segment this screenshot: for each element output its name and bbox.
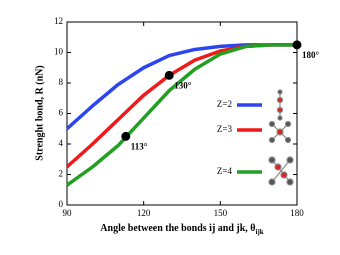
legend-label: Z=4	[217, 166, 233, 176]
legend-label: Z=2	[217, 99, 232, 109]
y-tick-label: 2	[59, 169, 64, 179]
y-tick-label: 10	[54, 47, 64, 57]
x-tick-label: 180	[290, 208, 304, 218]
y-tick-label: 6	[59, 108, 64, 118]
legend-icons	[268, 89, 294, 186]
y-tick-label: 4	[59, 138, 64, 148]
x-tick-label: 90	[63, 208, 73, 218]
x-axis-label-main: Angle between the bonds ij and jk, θ	[100, 223, 255, 234]
y-tick-label: 12	[54, 16, 63, 26]
x-tick-label: 120	[137, 208, 151, 218]
plot-frame	[66, 21, 298, 206]
x-axis-label-sub: ijk	[256, 228, 264, 236]
y-tick-label: 8	[59, 77, 64, 87]
marker-point	[292, 40, 302, 50]
x-tick-label: 150	[214, 208, 228, 218]
marker-point	[164, 70, 174, 80]
y-tick-label: 0	[59, 199, 64, 209]
x-axis-label: Angle between the bonds ij and jk, θijk	[100, 223, 264, 235]
legend-label: Z=3	[217, 124, 233, 134]
marker-point	[121, 131, 131, 141]
series-line	[65, 43, 297, 169]
series-line	[65, 43, 297, 187]
point-label: 113°	[131, 141, 148, 151]
point-label: 130°	[174, 80, 192, 90]
point-label: 180°	[302, 50, 320, 60]
y-axis-label: Strenght bond, R (nN)	[34, 65, 45, 160]
